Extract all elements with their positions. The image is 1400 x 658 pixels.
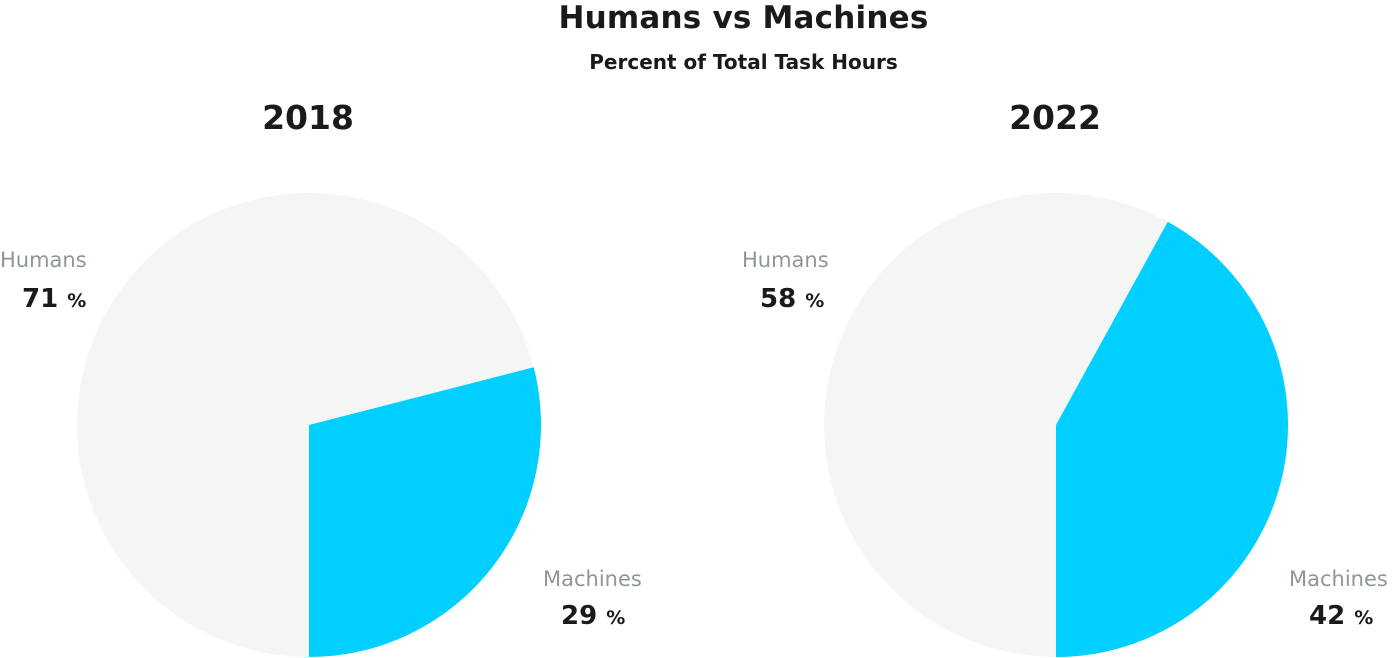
slice-label-machines-2018: Machines [543,567,642,591]
slice-value-machines-2018: 29 % [561,601,626,631]
pie-slice-machines-2022 [1056,221,1288,657]
slice-value-machines-2022: 42 % [1309,601,1374,631]
chart-subtitle: Percent of Total Task Hours [589,50,898,74]
slice-label-machines-2022: Machines [1289,567,1388,591]
year-label-2022: 2022 [1009,98,1101,137]
chart-title: Humans vs Machines [558,0,929,36]
pie-slice-machines-2018 [309,367,541,657]
slice-value-humans-2022: 58 % [760,284,825,314]
slice-label-humans-2022: Humans [742,248,829,272]
slice-value-humans-2018: 71 % [22,284,87,314]
slice-label-humans-2018: Humans [0,248,87,272]
year-label-2018: 2018 [262,98,354,137]
